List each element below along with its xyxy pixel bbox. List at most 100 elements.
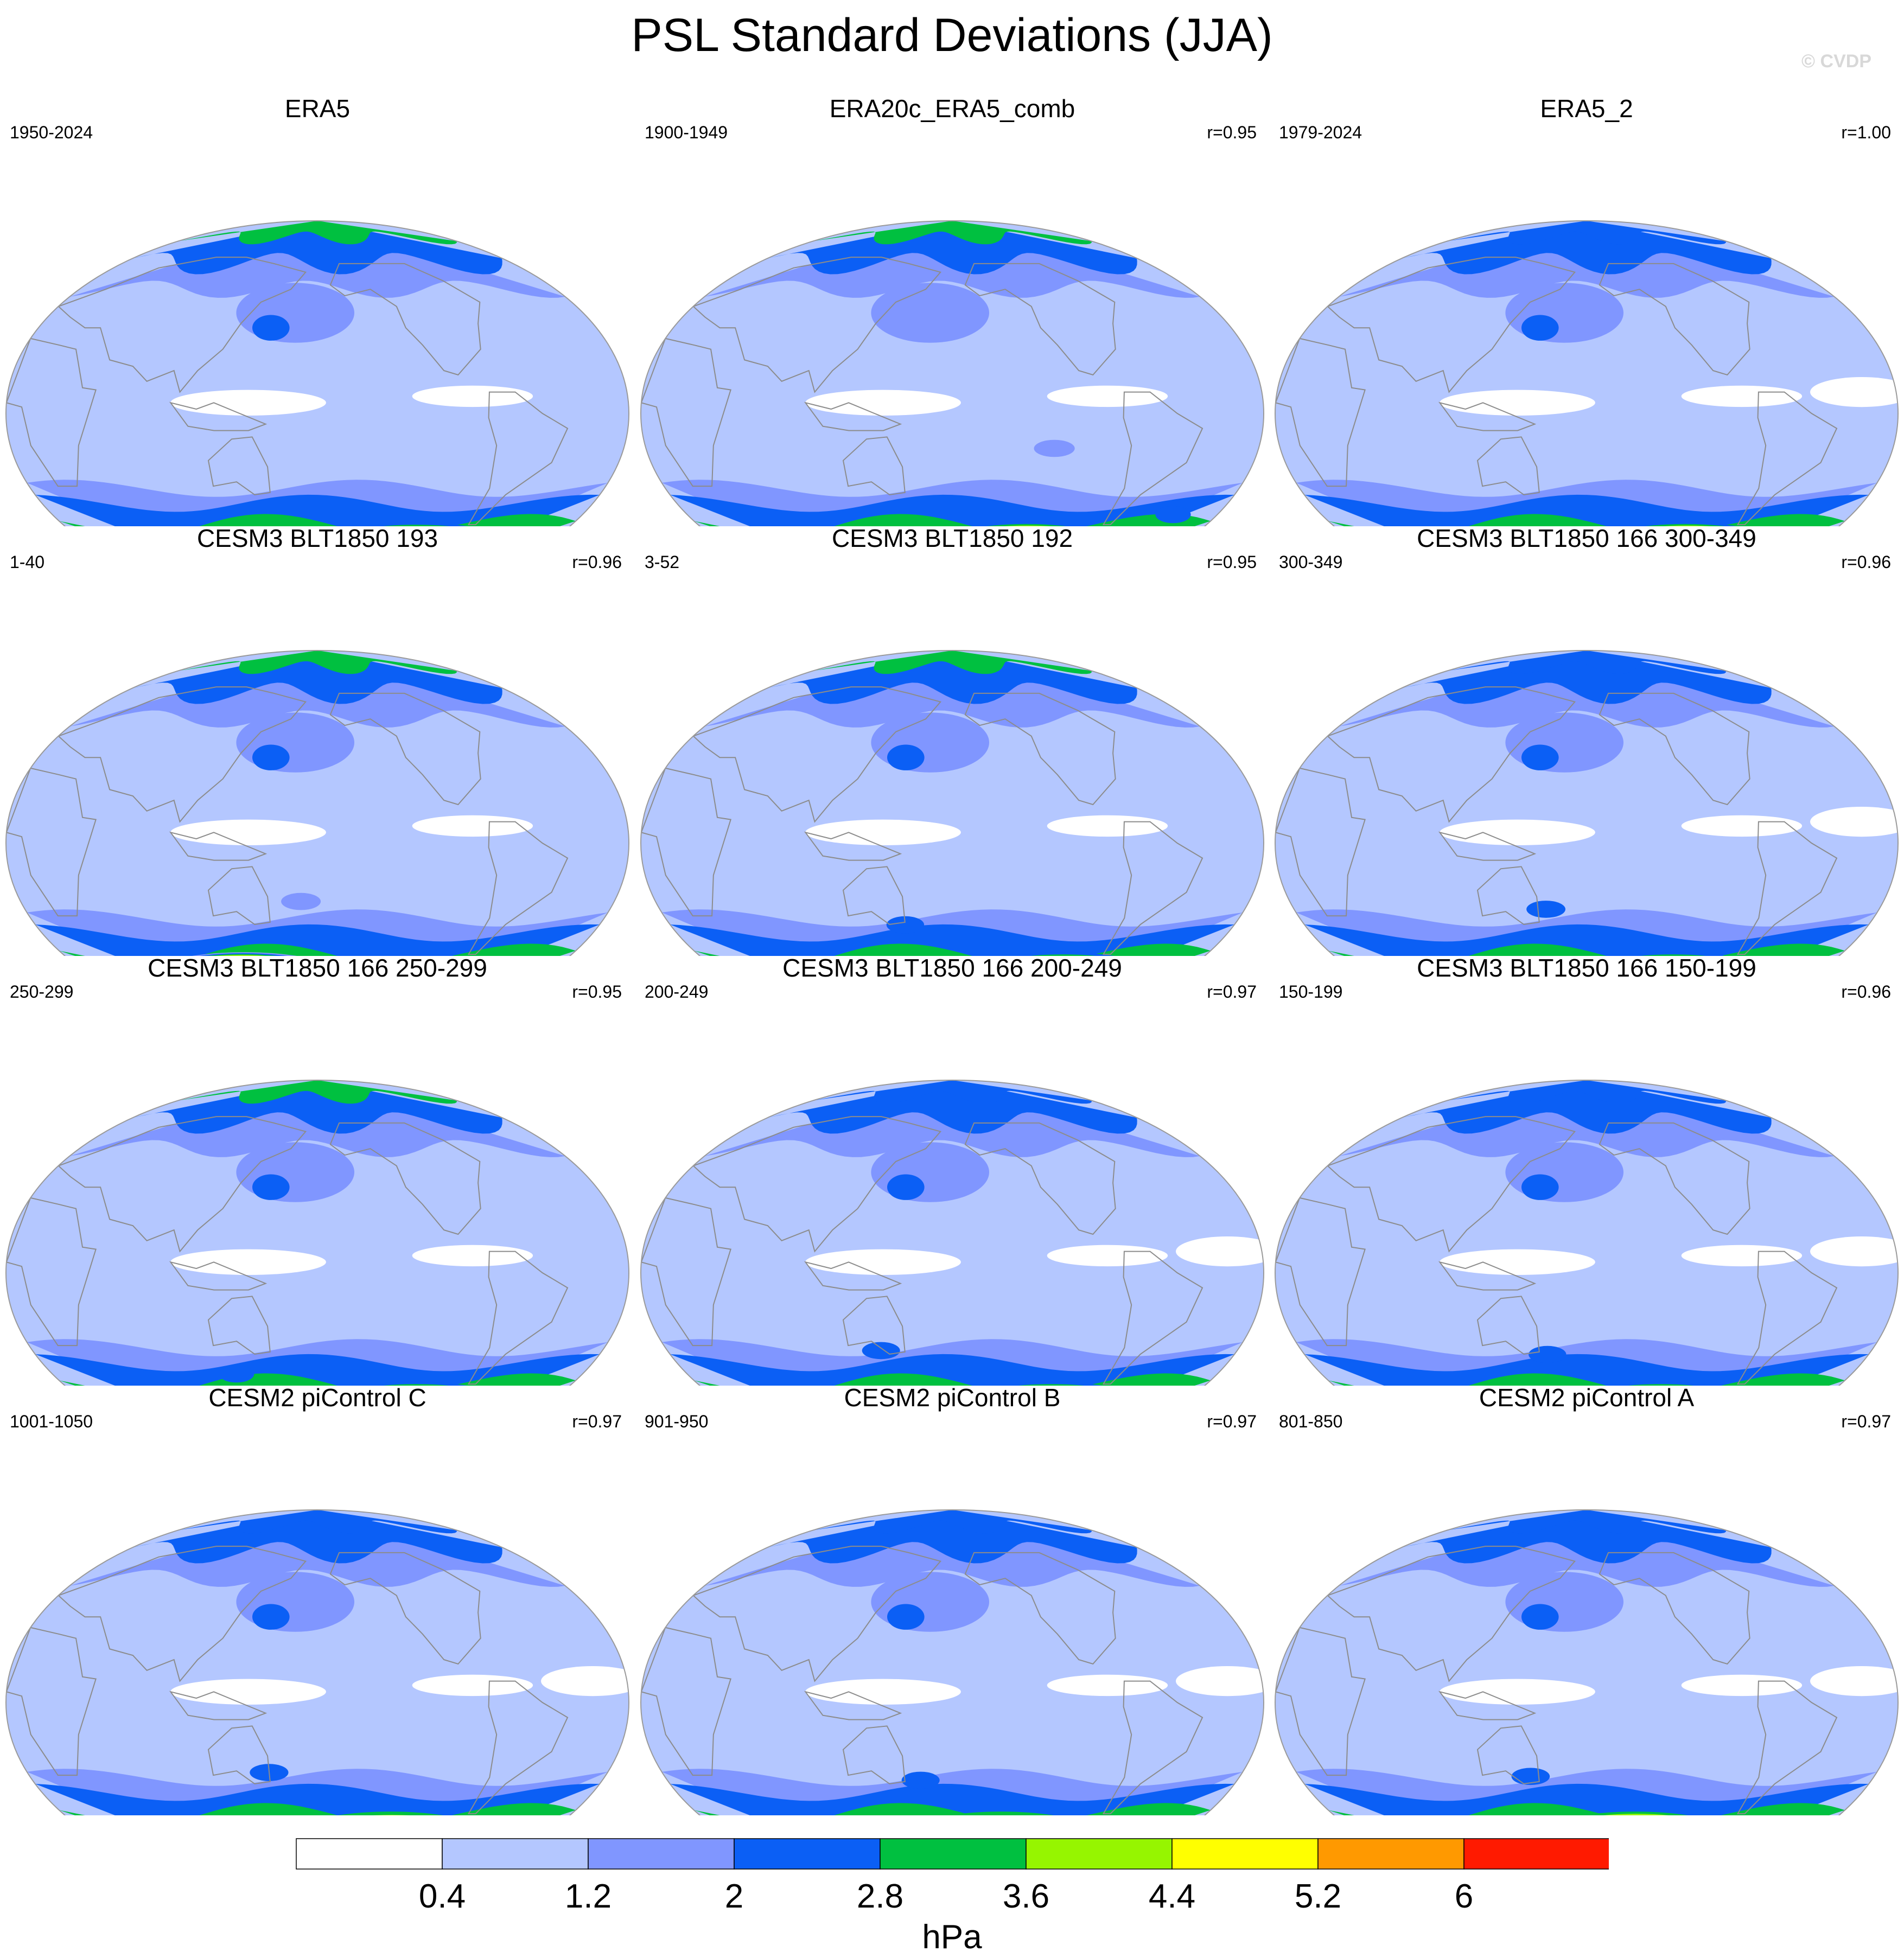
background-level-band — [6, 650, 629, 956]
north-pacific-lobe — [236, 1572, 354, 1632]
map-outline — [5, 1080, 629, 1386]
panel-pattern-correlation: r=0.96 — [1841, 982, 1891, 1002]
north-pacific-lobe — [871, 712, 989, 773]
sh-storm-track-band — [35, 1354, 600, 1386]
map-panel: ERA5 1950-2024 — [0, 92, 635, 526]
map-outline — [5, 220, 629, 526]
tropical-west-pacific-min — [170, 390, 326, 416]
panel-title: CESM3 BLT1850 193 — [196, 524, 438, 552]
colorbar-tick-label: 0.4 — [419, 1878, 466, 1915]
colorbar-box — [588, 1838, 735, 1870]
panel-period: 1001-1050 — [10, 1412, 93, 1431]
nh-arctic-band — [1402, 221, 1772, 275]
maritime-continent-coastline — [804, 401, 902, 431]
panel-title: CESM3 BLT1850 166 300-349 — [1417, 524, 1756, 552]
panel-pattern-correlation: r=0.96 — [572, 552, 622, 572]
south-america-coastline — [1736, 1251, 1838, 1385]
panel-pattern-correlation: r=1.00 — [1841, 123, 1891, 142]
map-outline — [640, 650, 1264, 956]
australia-coastline — [1476, 436, 1540, 495]
tropical-atlantic-min — [1810, 1666, 1898, 1696]
psl-stddev-map — [1275, 1509, 1899, 1815]
australia-coastline — [842, 866, 906, 925]
secondary-max-spot — [886, 916, 925, 934]
panel-pattern-correlation: r=0.95 — [572, 982, 622, 1002]
map-panel: CESM2 piControl A 801-850 r=0.97 — [1269, 1381, 1904, 1815]
secondary-max-spot — [1155, 506, 1191, 524]
nh-polar-band — [1447, 650, 1726, 674]
panel-title: ERA5_2 — [1540, 94, 1633, 123]
tropical-west-pacific-min — [1440, 390, 1595, 416]
secondary-max-spot — [1034, 439, 1075, 457]
maritime-continent-coastline — [1438, 1261, 1537, 1291]
tropical-west-pacific-min — [1440, 1679, 1595, 1705]
south-america-coastline — [1102, 1680, 1203, 1815]
psl-stddev-map — [1275, 650, 1899, 956]
kuroshio-spot — [252, 1604, 290, 1630]
background-level-band — [1275, 221, 1898, 526]
panel-pattern-correlation: r=0.96 — [1841, 552, 1891, 572]
panel-title: CESM3 BLT1850 192 — [831, 524, 1073, 552]
north-pacific-lobe — [1505, 712, 1623, 773]
tropical-atlantic-min — [1176, 1236, 1264, 1267]
nh-arctic-band — [132, 1080, 502, 1134]
kuroshio-spot — [1521, 1604, 1559, 1630]
map-panel: ERA20c_ERA5_comb 1900-1949 r=0.95 — [635, 92, 1270, 526]
africa-coastline — [641, 337, 731, 487]
australia-coastline — [207, 866, 271, 925]
tropical-east-pacific-min — [1681, 815, 1803, 837]
map-outline — [640, 220, 1264, 526]
tropical-west-pacific-min — [170, 1679, 326, 1705]
panel-period: 1950-2024 — [10, 123, 93, 142]
eurasia-coastline — [57, 1116, 307, 1253]
colorbar-tick-label: 2.8 — [857, 1878, 903, 1915]
north-pacific-lobe — [236, 283, 354, 343]
maritime-continent-coastline — [169, 1691, 268, 1720]
panel-period: 1979-2024 — [1279, 123, 1362, 142]
panel-period: 250-299 — [10, 982, 74, 1002]
sh-storm-track-band — [670, 494, 1235, 526]
colorbar-box — [880, 1838, 1027, 1870]
colorbar-unit-label: hPa — [922, 1918, 982, 1956]
map-outline — [1275, 650, 1899, 956]
africa-coastline — [6, 1627, 97, 1776]
maritime-continent-coastline — [1438, 1691, 1537, 1720]
eurasia-coastline — [692, 257, 942, 393]
background-level-band — [6, 1080, 629, 1386]
tropical-atlantic-min — [541, 1666, 629, 1696]
nh-polar-band — [813, 1080, 1092, 1104]
tropical-atlantic-min — [1810, 807, 1898, 837]
north-america-coastline — [964, 692, 1116, 806]
australia-coastline — [1476, 1296, 1540, 1355]
sh-storm-track-band — [35, 1783, 600, 1815]
colorbar-tick-label: 1.2 — [565, 1878, 612, 1915]
psl-stddev-map — [640, 220, 1264, 526]
background-level-band — [641, 1080, 1264, 1386]
sh-storm-track-band — [1304, 1783, 1869, 1815]
australia-coastline — [1476, 1725, 1540, 1784]
nh-arctic-band — [767, 1080, 1137, 1134]
map-outline — [1275, 1080, 1899, 1386]
australia-coastline — [207, 1725, 271, 1784]
nh-polar-band — [1447, 1080, 1726, 1104]
colorbar-tick-label: 3.6 — [1003, 1878, 1049, 1915]
colorbar-box — [1026, 1838, 1173, 1870]
north-america-coastline — [1599, 263, 1750, 376]
psl-stddev-map — [5, 650, 629, 956]
panel-period: 901-950 — [645, 1412, 709, 1431]
map-panel: CESM3 BLT1850 166 200-249 200-249 r=0.97 — [635, 952, 1270, 1386]
psl-stddev-map — [1275, 1080, 1899, 1386]
nh-arctic-band — [132, 650, 502, 704]
tropical-atlantic-min — [1176, 1666, 1264, 1696]
secondary-max-spot — [1526, 901, 1565, 918]
map-panel: CESM3 BLT1850 192 3-52 r=0.95 — [635, 522, 1270, 956]
tropical-east-pacific-min — [1047, 1674, 1168, 1696]
nh-polar-band — [178, 650, 457, 674]
nh-polar-band — [1447, 221, 1726, 245]
north-america-coastline — [1599, 1552, 1750, 1665]
kuroshio-spot — [252, 744, 290, 770]
panel-title: CESM2 piControl B — [844, 1383, 1061, 1412]
kuroshio-spot — [887, 1174, 925, 1200]
australia-coastline — [842, 1296, 906, 1355]
sh-storm-track-band — [670, 1783, 1235, 1815]
